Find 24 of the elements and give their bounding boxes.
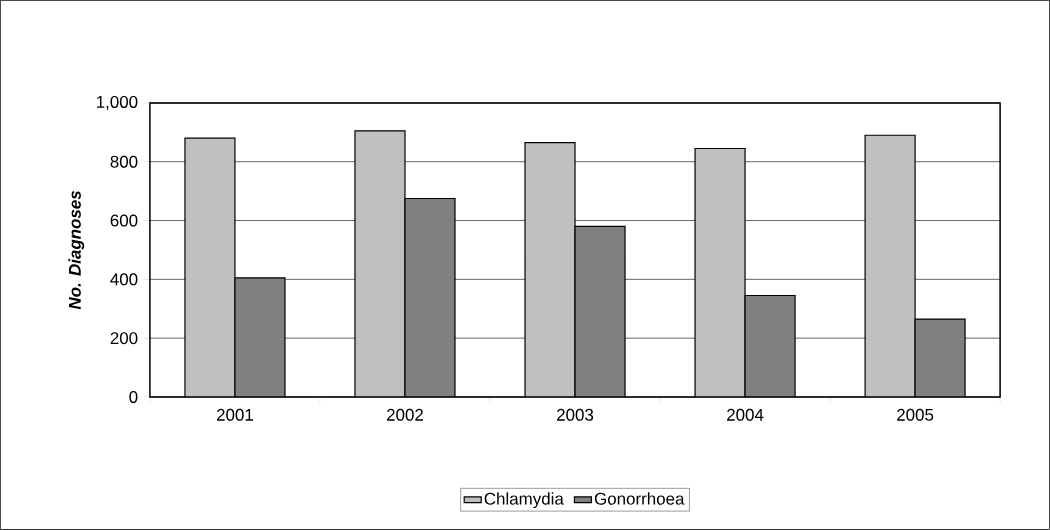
x-tick-label: 2005 bbox=[897, 408, 934, 421]
x-tick-label: 2002 bbox=[387, 408, 423, 421]
x-tick-label: 2001 bbox=[216, 408, 253, 421]
bar bbox=[864, 134, 916, 398]
y-tick-label: 1,000 bbox=[96, 95, 138, 110]
legend-label: Gonorrhoea bbox=[594, 492, 685, 505]
x-tick-label: 2003 bbox=[557, 408, 594, 421]
bar bbox=[914, 318, 966, 398]
y-tick-label: 200 bbox=[110, 332, 138, 345]
bar bbox=[524, 142, 576, 398]
bar bbox=[184, 137, 236, 398]
legend-label: Chlamydia bbox=[484, 492, 564, 509]
bar bbox=[404, 197, 456, 398]
bar bbox=[234, 277, 286, 398]
y-tick-label: 800 bbox=[110, 155, 138, 168]
y-tick-label: 0 bbox=[129, 391, 138, 404]
y-axis-title: No. Diagnoses bbox=[68, 190, 85, 310]
bar bbox=[574, 225, 626, 398]
y-tick-label: 600 bbox=[110, 214, 138, 227]
bar bbox=[744, 294, 796, 398]
y-tick-label: 400 bbox=[110, 273, 138, 286]
bar bbox=[354, 130, 406, 398]
x-tick-label: 2004 bbox=[727, 408, 764, 421]
bar bbox=[694, 147, 746, 398]
